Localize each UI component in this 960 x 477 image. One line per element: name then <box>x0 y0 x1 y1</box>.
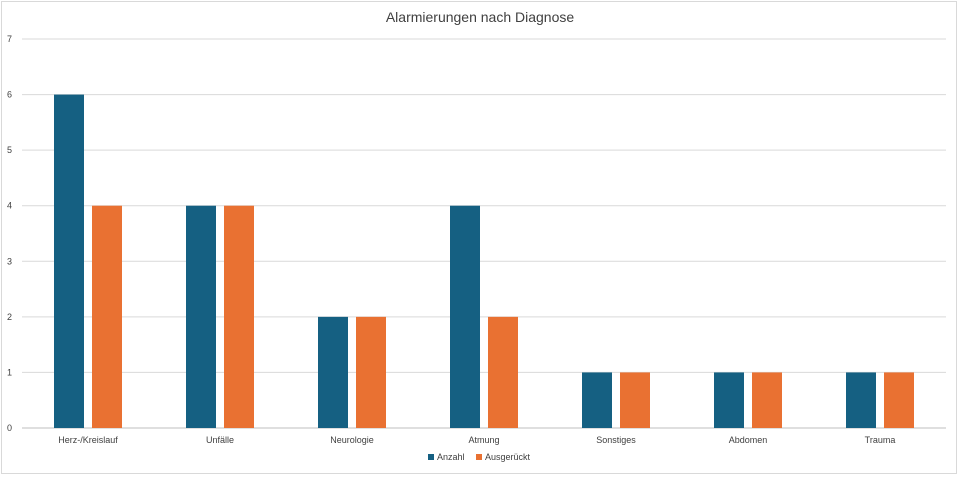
chart-title: Alarmierungen nach Diagnose <box>386 9 575 25</box>
bar-anzahl-6 <box>714 372 744 428</box>
x-tick-label: Sonstiges <box>596 435 636 445</box>
x-tick-label: Abdomen <box>729 435 768 445</box>
legend-label-anzahl: Anzahl <box>437 452 465 462</box>
bar-ausgerückt-2 <box>224 205 254 428</box>
y-tick-label: 3 <box>7 256 12 266</box>
y-tick-label: 4 <box>7 201 12 211</box>
y-axis: 0 1 2 3 4 5 6 7 <box>7 34 12 433</box>
bar-ausgerückt-7 <box>884 372 914 428</box>
legend: Anzahl Ausgerückt <box>428 452 531 462</box>
bar-ausgerückt-4 <box>488 316 518 428</box>
bar-anzahl-5 <box>582 372 612 428</box>
y-tick-label: 1 <box>7 367 12 377</box>
legend-swatch-ausgerückt <box>476 454 482 460</box>
y-tick-label: 2 <box>7 312 12 322</box>
x-tick-label: Trauma <box>865 435 896 445</box>
bar-anzahl-2 <box>186 205 216 428</box>
bar-ausgerückt-6 <box>752 372 782 428</box>
x-tick-label: Herz-/Kreislauf <box>58 435 118 445</box>
bar-anzahl-7 <box>846 372 876 428</box>
bar-anzahl-3 <box>318 316 348 428</box>
legend-label-ausgerückt: Ausgerückt <box>485 452 531 462</box>
x-tick-label: Unfälle <box>206 435 234 445</box>
bar-ausgerückt-3 <box>356 316 386 428</box>
y-tick-label: 0 <box>7 423 12 433</box>
y-tick-label: 7 <box>7 34 12 44</box>
x-tick-label: Neurologie <box>330 435 374 445</box>
bar-ausgerückt-5 <box>620 372 650 428</box>
x-tick-label: Atmung <box>468 435 499 445</box>
y-tick-label: 5 <box>7 145 12 155</box>
legend-swatch-anzahl <box>428 454 434 460</box>
bar-anzahl-4 <box>450 205 480 428</box>
bars <box>54 94 914 429</box>
y-tick-label: 6 <box>7 90 12 100</box>
gridlines <box>22 38 946 429</box>
x-axis: Herz-/Kreislauf Unfälle Neurologie Atmung So… <box>58 435 895 445</box>
bar-ausgerückt-1 <box>92 205 122 428</box>
bar-anzahl-1 <box>54 94 84 429</box>
